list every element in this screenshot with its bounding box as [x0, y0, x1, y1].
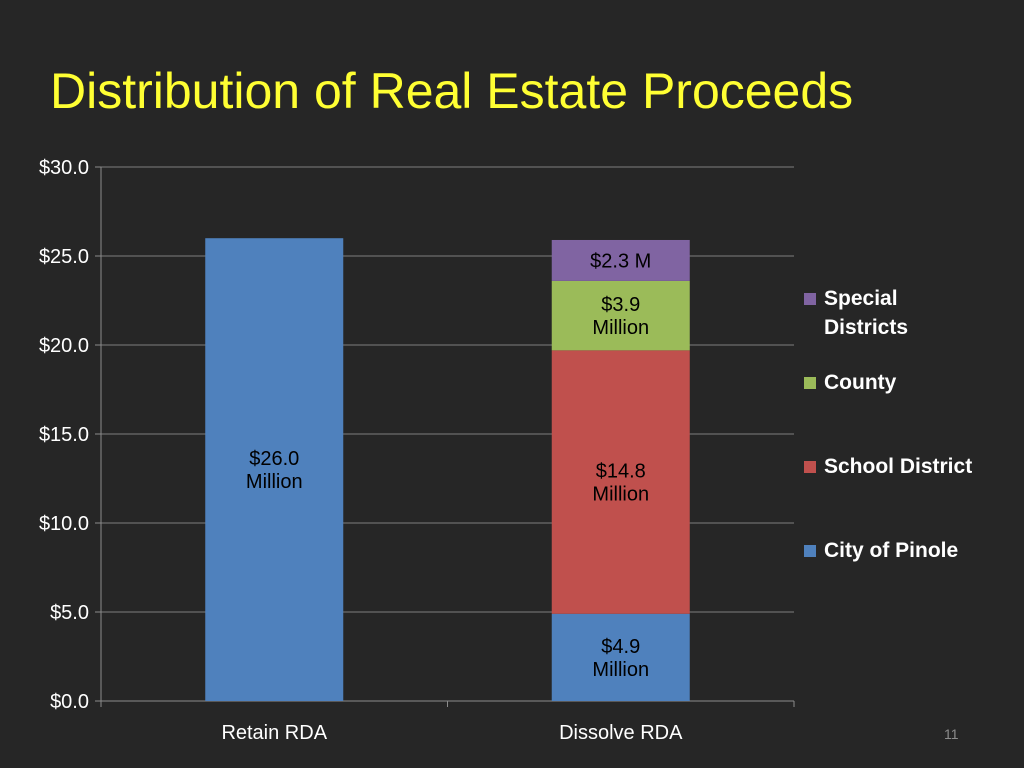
y-tick-label: $25.0 — [39, 246, 89, 268]
data-label: $14.8 Million — [592, 461, 649, 506]
legend-item: County — [804, 368, 1019, 397]
legend-label: City of Pinole — [824, 539, 959, 562]
legend-swatch — [804, 461, 816, 473]
y-tick-label: $15.0 — [39, 424, 89, 446]
bar-segment — [551, 280, 690, 351]
legend-label: School District — [824, 455, 973, 478]
legend-swatch — [804, 545, 816, 557]
data-label: $26.0 Million — [246, 448, 303, 493]
legend-swatch — [804, 377, 816, 389]
bar-segment — [551, 350, 690, 614]
y-tick-label: $30.0 — [39, 157, 89, 179]
chart-legend: Special Districts County School District Cit… — [804, 284, 1019, 565]
bar-segment — [205, 238, 344, 701]
x-tick-label: Retain RDA — [221, 722, 327, 744]
x-tick-label: Dissolve RDA — [559, 722, 683, 744]
legend-swatch — [804, 293, 816, 305]
y-tick-label: $0.0 — [50, 691, 89, 713]
y-tick-label: $20.0 — [39, 335, 89, 357]
data-label: $2.3 M — [590, 250, 651, 272]
bar-segment — [551, 239, 690, 281]
legend-item: Special Districts — [804, 284, 1019, 342]
bar-segment — [551, 613, 690, 701]
legend-label: Districts — [824, 316, 909, 339]
data-label: $4.9 Million — [592, 636, 649, 681]
slide-title: Distribution of Real Estate Proceeds — [50, 63, 854, 119]
page-number: 11 — [944, 726, 959, 742]
data-label: $3.9 Million — [592, 294, 649, 339]
legend-label: Special — [824, 287, 898, 310]
y-tick-label: $10.0 — [39, 513, 89, 535]
y-tick-label: $5.0 — [50, 602, 89, 624]
legend-item: City of Pinole — [804, 536, 1019, 565]
legend-item: School District — [804, 452, 1019, 481]
legend-label: County — [824, 371, 897, 394]
